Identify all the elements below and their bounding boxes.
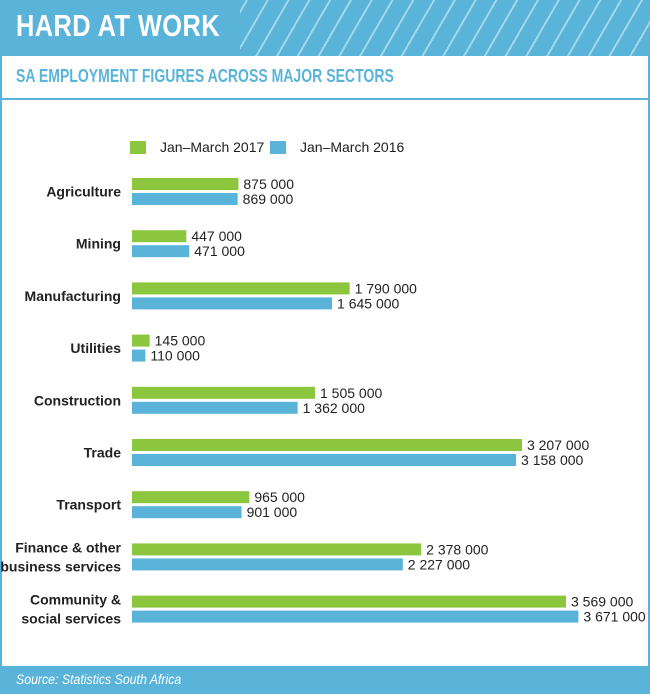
bar bbox=[132, 386, 316, 399]
category-label: Finance & other bbox=[15, 539, 121, 555]
data-label: 965 000 bbox=[254, 489, 305, 505]
bar bbox=[132, 401, 298, 414]
chart-subtitle: SA EMPLOYMENT FIGURES ACROSS MAJOR SECTO… bbox=[16, 66, 394, 86]
bar bbox=[132, 506, 242, 519]
data-label: 2 227 000 bbox=[408, 556, 470, 572]
bar bbox=[132, 334, 150, 347]
bar bbox=[132, 282, 350, 295]
bar bbox=[132, 558, 403, 571]
category-label: Trade bbox=[84, 445, 122, 461]
category-label: Agriculture bbox=[46, 184, 121, 200]
category-label: Mining bbox=[76, 236, 121, 252]
category-label: Utilities bbox=[70, 340, 121, 356]
bar bbox=[132, 610, 579, 623]
legend-label-1: Jan–March 2016 bbox=[300, 139, 405, 155]
bar bbox=[132, 491, 250, 504]
data-label: 3 569 000 bbox=[571, 594, 633, 610]
footer-bar: Source: Statistics South Africa bbox=[0, 666, 650, 694]
bar bbox=[132, 178, 239, 190]
bar bbox=[132, 349, 146, 362]
legend-label-0: Jan–March 2017 bbox=[160, 139, 265, 155]
bar bbox=[132, 230, 187, 243]
data-label: 447 000 bbox=[191, 228, 242, 244]
bar-chart: Jan–March 2017 Jan–March 2016 Agriculture 8… bbox=[0, 139, 646, 627]
legend-swatch-1 bbox=[270, 141, 286, 154]
subtitle-divider bbox=[2, 98, 648, 100]
source-note: Source: Statistics South Africa bbox=[16, 671, 182, 687]
header-stripes bbox=[240, 0, 650, 56]
data-label: 901 000 bbox=[247, 504, 298, 520]
data-label: 1 505 000 bbox=[320, 385, 382, 401]
data-label: 1 790 000 bbox=[355, 280, 417, 296]
header-banner: HARD AT WORK bbox=[0, 0, 650, 56]
data-label: 2 378 000 bbox=[426, 541, 488, 557]
data-label: 875 000 bbox=[243, 176, 294, 192]
bar bbox=[132, 543, 422, 556]
data-label: 471 000 bbox=[194, 243, 245, 259]
category-label: Construction bbox=[34, 392, 121, 408]
category-label: business services bbox=[0, 558, 121, 574]
bar bbox=[132, 454, 517, 466]
category-label: Transport bbox=[56, 497, 121, 513]
data-label: 110 000 bbox=[150, 348, 200, 364]
legend-swatch-0 bbox=[130, 141, 146, 154]
data-label: 3 207 000 bbox=[527, 437, 589, 453]
data-label: 1 362 000 bbox=[303, 400, 365, 416]
data-label: 3 158 000 bbox=[521, 452, 583, 468]
bar bbox=[132, 297, 333, 310]
bar bbox=[132, 245, 190, 258]
data-label: 1 645 000 bbox=[337, 295, 399, 311]
data-label: 145 000 bbox=[155, 333, 206, 349]
category-label: Manufacturing bbox=[25, 288, 121, 304]
data-label: 869 000 bbox=[243, 191, 294, 207]
page-title: HARD AT WORK bbox=[16, 8, 221, 43]
category-label: social services bbox=[21, 611, 121, 627]
bar bbox=[132, 439, 522, 451]
bar bbox=[132, 595, 566, 608]
bar bbox=[132, 193, 238, 205]
category-label: Community & bbox=[30, 592, 121, 608]
data-label: 3 671 000 bbox=[583, 609, 645, 625]
